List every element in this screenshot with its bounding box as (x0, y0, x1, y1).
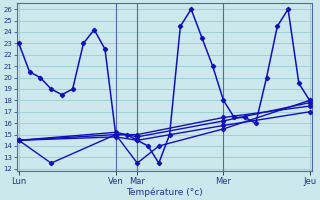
X-axis label: Température (°c): Température (°c) (126, 187, 203, 197)
